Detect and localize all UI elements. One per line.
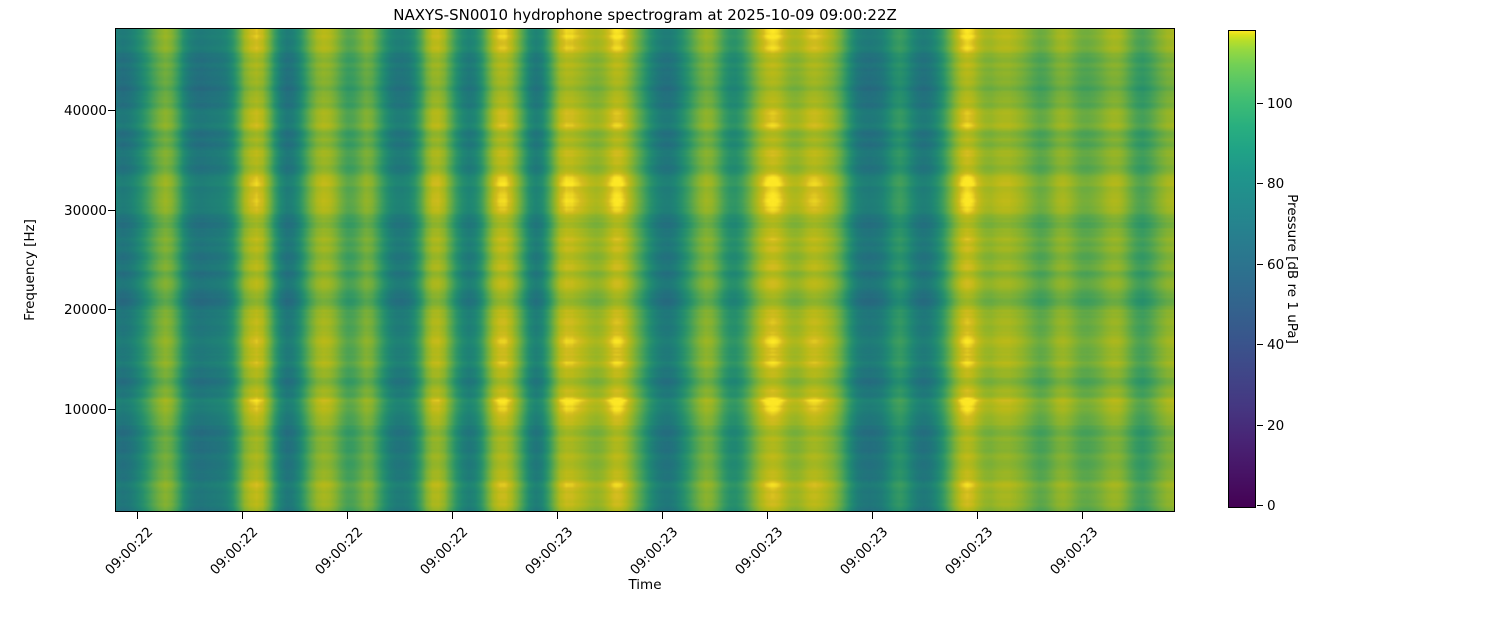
colorbar-tick-label: 0 (1267, 498, 1276, 514)
colorbar-tick-mark (1257, 505, 1263, 507)
x-tick-mark (872, 512, 874, 519)
figure-title: NAXYS-SN0010 hydrophone spectrogram at 2… (393, 6, 897, 24)
y-tick-mark (108, 210, 115, 212)
x-tick-mark (557, 512, 559, 519)
colorbar-tick-label: 40 (1267, 337, 1285, 353)
colorbar-tick-label: 80 (1267, 176, 1285, 192)
colorbar-tick-mark (1257, 344, 1263, 346)
colorbar-axis-label: Pressure [dB re 1 uPa] (1284, 194, 1300, 344)
x-tick-label: 09:00:23 (837, 524, 892, 579)
x-axis-label: Time (628, 577, 662, 593)
x-tick-label: 09:00:23 (627, 524, 682, 579)
x-tick-label: 09:00:22 (102, 524, 157, 579)
x-tick-label: 09:00:22 (207, 524, 262, 579)
colorbar-tick-label: 100 (1267, 96, 1293, 112)
y-tick-mark (108, 110, 115, 112)
colorbar-tick-mark (1257, 183, 1263, 185)
x-tick-label: 09:00:23 (522, 524, 577, 579)
x-tick-mark (347, 512, 349, 519)
y-tick-mark (108, 309, 115, 311)
y-tick-label: 10000 (64, 402, 107, 418)
y-tick-mark (108, 409, 115, 411)
colorbar-tick-label: 20 (1267, 418, 1285, 434)
x-tick-label: 09:00:23 (1047, 524, 1102, 579)
spectrogram-figure: NAXYS-SN0010 hydrophone spectrogram at 2… (22, 6, 1300, 593)
spectrogram-image (116, 29, 1174, 511)
colorbar-tick-label: 60 (1267, 257, 1285, 273)
colorbar-tick-mark (1257, 264, 1263, 266)
colorbar-tick-mark (1257, 103, 1263, 105)
y-tick-label: 30000 (64, 203, 107, 219)
x-tick-label: 09:00:23 (942, 524, 997, 579)
x-tick-mark (977, 512, 979, 519)
x-tick-mark (242, 512, 244, 519)
colorbar-tick-mark (1257, 425, 1263, 427)
x-tick-label: 09:00:22 (312, 524, 367, 579)
spectrogram-plot-area[interactable] (115, 28, 1175, 512)
x-tick-mark (452, 512, 454, 519)
y-axis-label: Frequency [Hz] (22, 219, 38, 321)
x-tick-mark (1082, 512, 1084, 519)
x-tick-label: 09:00:22 (417, 524, 472, 579)
y-tick-label: 20000 (64, 302, 107, 318)
x-tick-label: 09:00:23 (732, 524, 787, 579)
x-tick-mark (767, 512, 769, 519)
x-tick-mark (137, 512, 139, 519)
x-tick-mark (662, 512, 664, 519)
y-tick-label: 40000 (64, 103, 107, 119)
colorbar (1228, 30, 1256, 508)
